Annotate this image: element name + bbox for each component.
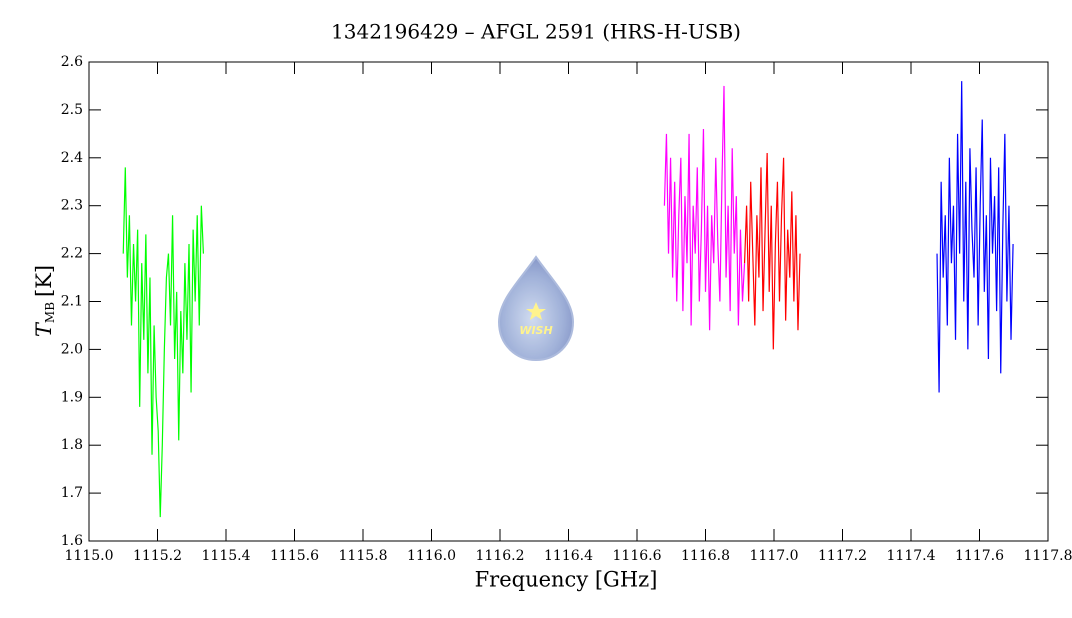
x-tick-label: 1116.2 <box>476 548 525 564</box>
x-tick-label: 1117.4 <box>887 548 936 564</box>
y-axis-label: TMB [K] <box>32 265 57 337</box>
y-tick-label: 1.6 <box>61 533 83 549</box>
x-tick-label: 1117.8 <box>1024 548 1072 564</box>
x-tick-label: 1116.8 <box>681 548 730 564</box>
y-tick-label: 2.1 <box>61 294 83 310</box>
x-tick-label: 1116.0 <box>407 548 456 564</box>
logo: WISH <box>497 255 575 362</box>
spectrum-line <box>936 81 1014 393</box>
x-axis-label: Frequency [GHz] <box>475 568 658 592</box>
y-label-subscript: MB <box>43 302 57 323</box>
y-tick-label: 1.7 <box>61 485 83 501</box>
x-tick-label: 1115.6 <box>270 548 319 564</box>
y-label-symbol: T <box>32 321 56 337</box>
logo-star <box>526 302 546 320</box>
x-tick-label: 1115.2 <box>133 548 182 564</box>
x-tick-label: 1115.4 <box>202 548 251 564</box>
logo-text: WISH <box>519 324 552 337</box>
y-tick-label: 2.5 <box>61 102 83 118</box>
x-tick-label: 1117.2 <box>818 548 867 564</box>
spectrum-line <box>663 85 746 331</box>
y-label-unit: [K] <box>32 265 56 297</box>
y-tick-label: 1.9 <box>61 389 83 405</box>
y-tick-label: 2.0 <box>61 341 83 357</box>
x-tick-label: 1115.8 <box>339 548 388 564</box>
x-tick-label: 1116.4 <box>544 548 593 564</box>
y-tick-label: 2.2 <box>61 246 83 262</box>
y-tick-label: 2.3 <box>61 198 83 214</box>
spectrum-line <box>122 167 204 518</box>
spectrum-line <box>743 152 801 350</box>
x-tick-label: 1116.6 <box>613 548 662 564</box>
x-tick-label: 1117.6 <box>955 548 1004 564</box>
y-tick-label: 2.6 <box>61 54 83 70</box>
x-tick-label: 1117.0 <box>750 548 799 564</box>
y-tick-label: 1.8 <box>61 437 83 453</box>
chart-title: 1342196429 – AFGL 2591 (HRS-H-USB) <box>331 20 741 44</box>
y-tick-label: 2.4 <box>61 150 83 166</box>
x-tick-label: 1115.0 <box>65 548 114 564</box>
